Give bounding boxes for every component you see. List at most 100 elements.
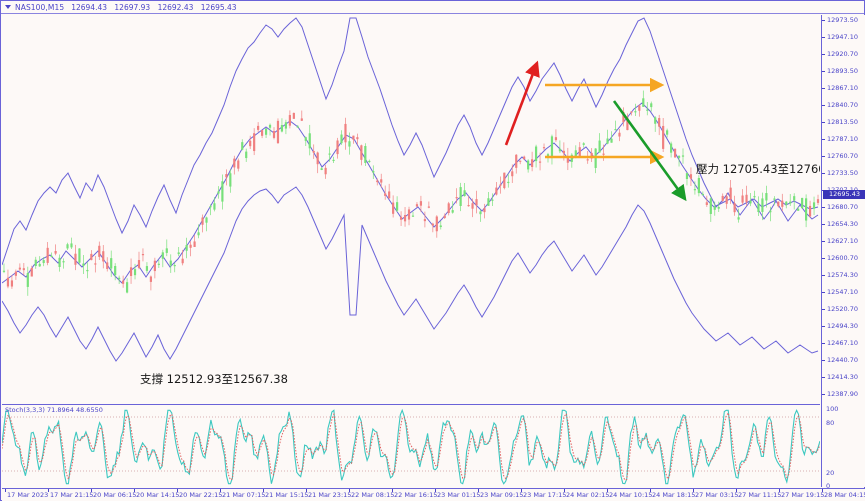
candle-body bbox=[654, 117, 657, 124]
stoch-axis-tick: 0 bbox=[826, 482, 831, 490]
candle-body bbox=[562, 150, 565, 154]
candle-body bbox=[213, 203, 216, 210]
candle-body bbox=[125, 282, 129, 293]
candle-body bbox=[610, 138, 613, 143]
candle-body bbox=[773, 198, 776, 200]
candle-body bbox=[324, 167, 327, 175]
candle-body bbox=[74, 253, 77, 265]
candle-body bbox=[407, 209, 411, 220]
candle-body bbox=[495, 187, 498, 195]
candle-body bbox=[396, 202, 399, 211]
candlestick-series bbox=[2, 90, 820, 296]
candle-body bbox=[638, 105, 641, 111]
stochastic-label: Stoch(3,3,3) 71.8964 48.6550 bbox=[5, 406, 103, 414]
candle-body bbox=[582, 143, 585, 145]
candle-body bbox=[658, 118, 661, 127]
candle-body bbox=[749, 200, 752, 204]
candle-body bbox=[554, 137, 558, 141]
candle-body bbox=[209, 206, 212, 208]
candle-body bbox=[558, 148, 562, 152]
time-axis-mark bbox=[5, 489, 6, 492]
price-chart-pane[interactable]: 壓力 12705.43至12760.45 支撐 12512.93至12567.3… bbox=[2, 15, 820, 403]
candle-body bbox=[789, 201, 792, 204]
candle-body bbox=[316, 152, 319, 165]
time-axis-mark bbox=[478, 489, 479, 492]
candle-body bbox=[673, 148, 677, 158]
price-axis-tick: 12654.30 bbox=[822, 220, 865, 228]
candle-body bbox=[86, 269, 89, 272]
candle-body bbox=[14, 271, 17, 276]
price-axis-tick: 12760.70 bbox=[822, 152, 865, 160]
stoch-axis-tick: 100 bbox=[826, 405, 839, 413]
ohlc-low: 12692.43 bbox=[157, 2, 194, 12]
stochastic-pane[interactable]: Stoch(3,3,3) 71.8964 48.6550 bbox=[2, 404, 820, 487]
time-axis-tick: 22 Mar 16:15 bbox=[394, 491, 438, 499]
price-axis-tick: 12920.70 bbox=[822, 50, 865, 58]
candle-body bbox=[260, 130, 264, 136]
candle-body bbox=[757, 203, 760, 213]
stochastic-svg bbox=[2, 408, 820, 485]
candle-body bbox=[797, 208, 800, 211]
candle-body bbox=[590, 152, 593, 159]
candle-body bbox=[677, 155, 681, 158]
candle-body bbox=[300, 118, 303, 121]
price-axis-tick: 12627.10 bbox=[822, 237, 865, 245]
candle-body bbox=[304, 137, 307, 141]
candle-body bbox=[463, 190, 466, 197]
time-axis-mark bbox=[349, 489, 350, 492]
time-axis-mark bbox=[134, 489, 135, 492]
price-axis[interactable]: 12973.50 12947.10 12920.70 12893.50 12867.10… bbox=[821, 15, 865, 490]
candle-body bbox=[38, 263, 41, 267]
candle-body bbox=[519, 160, 522, 162]
candle-body bbox=[693, 189, 697, 191]
time-axis-mark bbox=[650, 489, 651, 492]
candle-body bbox=[713, 206, 716, 210]
candle-body bbox=[602, 153, 605, 155]
candle-body bbox=[491, 199, 494, 201]
candle-body bbox=[264, 128, 268, 135]
candle-body bbox=[2, 270, 6, 272]
candle-body bbox=[66, 244, 69, 249]
price-chart-svg bbox=[2, 17, 820, 362]
candle-body bbox=[471, 203, 474, 209]
candle-body bbox=[701, 193, 704, 196]
candle-body bbox=[669, 143, 673, 153]
candle-body bbox=[737, 217, 740, 220]
candle-body bbox=[761, 198, 764, 212]
candle-body bbox=[225, 174, 228, 178]
ohlc-close: 12695.43 bbox=[200, 2, 237, 12]
candle-body bbox=[34, 259, 37, 267]
candle-body bbox=[292, 112, 295, 119]
candle-body bbox=[110, 258, 113, 269]
price-axis-tick: 12973.50 bbox=[822, 16, 865, 24]
candle-body bbox=[523, 156, 526, 160]
caret-down-icon[interactable] bbox=[5, 5, 11, 9]
bollinger-middle-line bbox=[2, 102, 819, 284]
price-axis-tick: 12547.10 bbox=[822, 288, 865, 296]
candle-body bbox=[626, 117, 629, 131]
candle-body bbox=[614, 128, 617, 131]
candle-body bbox=[153, 260, 156, 272]
candle-body bbox=[58, 257, 61, 268]
candle-body bbox=[46, 247, 49, 263]
candle-body bbox=[193, 241, 196, 247]
candle-body bbox=[272, 131, 276, 138]
time-axis-tick: 24 Mar 10:15 bbox=[609, 491, 653, 499]
candle-body bbox=[372, 171, 375, 173]
candle-body bbox=[312, 150, 315, 153]
candle-body bbox=[217, 191, 220, 194]
time-axis-tick: 23 Mar 01:15 bbox=[437, 491, 481, 499]
ohlc-high: 12697.93 bbox=[114, 2, 151, 12]
resistance-annotation: 壓力 12705.43至12760.45 bbox=[696, 162, 820, 176]
candle-body bbox=[515, 154, 518, 168]
candle-body bbox=[642, 98, 645, 107]
candle-body bbox=[249, 140, 252, 147]
candle-body bbox=[54, 250, 57, 254]
candle-body bbox=[233, 158, 236, 168]
candle-body bbox=[451, 210, 454, 213]
price-axis-tick: 12947.10 bbox=[822, 33, 865, 41]
time-axis[interactable]: 17 Mar 2023 17 Mar 21:15 20 Mar 06:15 20 Ma… bbox=[2, 488, 865, 501]
candle-body bbox=[467, 204, 470, 207]
price-axis-tick: 12440.70 bbox=[822, 356, 865, 364]
candle-body bbox=[253, 133, 256, 152]
